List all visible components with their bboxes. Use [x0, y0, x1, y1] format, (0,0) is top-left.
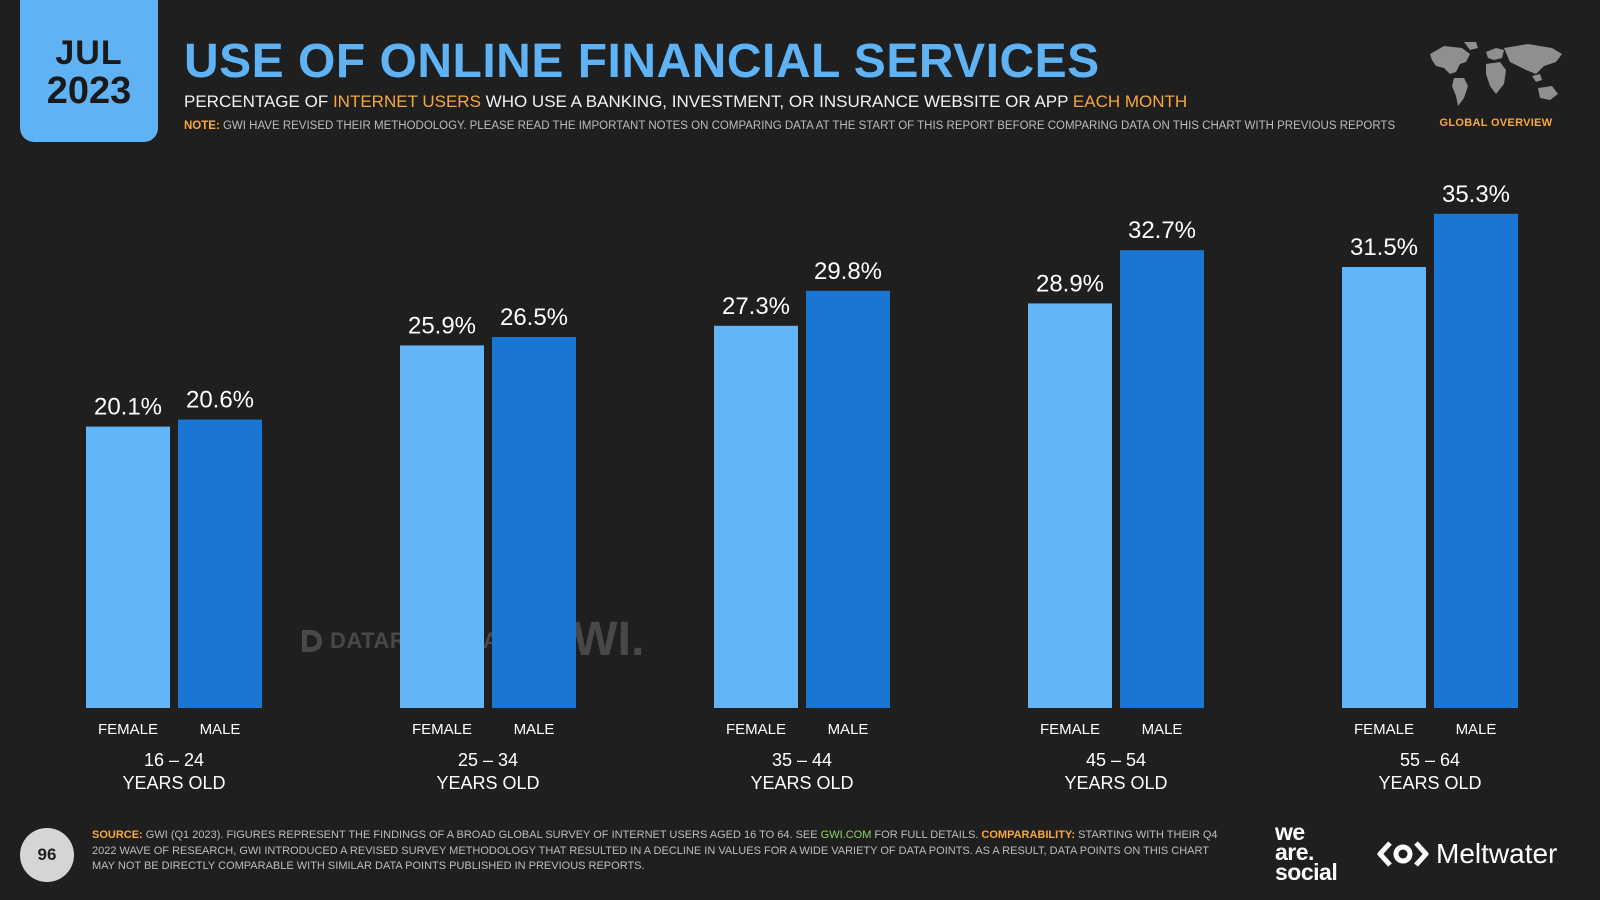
subtitle-highlight-internet-users: INTERNET USERS [332, 92, 481, 111]
source-text-1: GWI (Q1 2023). FIGURES REPRESENT THE FIN… [142, 829, 821, 841]
series-label-female-0: FEMALE [98, 721, 158, 738]
note-label: NOTE: [184, 120, 220, 132]
world-map-icon [1430, 42, 1562, 106]
source-link[interactable]: GWI.COM [820, 829, 872, 841]
category-label-range-2: 35 – 44 [772, 750, 832, 770]
data-label-male-1: 26.5% [500, 304, 568, 331]
comparability-label: COMPARABILITY: [981, 829, 1076, 841]
data-label-female-2: 27.3% [722, 293, 790, 320]
note-text: GWI HAVE REVISED THEIR METHODOLOGY. PLEA… [219, 120, 1396, 132]
we-are-social-line-3: social [1275, 859, 1338, 885]
category-label-range-1: 25 – 34 [458, 750, 518, 770]
bar-male-4 [1434, 213, 1518, 709]
category-label-range-0: 16 – 24 [144, 750, 204, 770]
bar-chart: 20.1% FEMALE 20.6% MALE 16 – 24 YEARS OLD 25.9… [86, 181, 1518, 793]
bar-female-3 [1028, 303, 1112, 708]
page-number: 96 [20, 828, 74, 882]
data-label-male-4: 35.3% [1442, 181, 1510, 208]
data-label-male-3: 32.7% [1128, 217, 1196, 244]
data-label-female-3: 28.9% [1036, 270, 1104, 297]
we-are-social-line-1: we [1275, 819, 1305, 845]
bar-male-3 [1120, 250, 1204, 708]
category-label-suffix-4: YEARS OLD [1378, 773, 1481, 793]
bar-male-1 [492, 337, 576, 708]
bar-female-2 [714, 325, 798, 708]
data-label-male-0: 20.6% [186, 387, 254, 414]
category-label-suffix-3: YEARS OLD [1064, 773, 1167, 793]
subtitle-part-2: WHO USE A BANKING, INVESTMENT, OR INSURA… [480, 92, 1073, 111]
series-label-male-4: MALE [1456, 721, 1497, 738]
we-are-social-logo: we are. social [1275, 819, 1338, 885]
region-label: GLOBAL OVERVIEW [1439, 117, 1553, 129]
bar-male-2 [806, 290, 890, 708]
category-label-range-4: 55 – 64 [1400, 750, 1460, 770]
category-label-range-3: 45 – 54 [1086, 750, 1146, 770]
bar-female-4 [1342, 267, 1426, 708]
series-label-female-2: FEMALE [726, 721, 786, 738]
subtitle-highlight-each-month: EACH MONTH [1072, 92, 1188, 111]
bar-female-1 [400, 345, 484, 708]
series-label-male-1: MALE [514, 721, 555, 738]
category-label-suffix-1: YEARS OLD [436, 773, 539, 793]
date-year: 2023 [46, 70, 132, 112]
meltwater-wordmark: Meltwater [1436, 838, 1558, 869]
series-label-male-0: MALE [200, 721, 241, 738]
meltwater-logo-icon [1377, 841, 1429, 867]
date-month: JUL [55, 34, 123, 72]
datareportal-logo-icon [302, 630, 322, 652]
comparability-text: STARTING WITH THEIR Q4 2022 WAVE OF RESE… [92, 829, 1218, 872]
bar-male-0 [178, 419, 262, 708]
bar-female-0 [86, 426, 170, 708]
source-label: SOURCE: [92, 829, 143, 841]
date-badge: JUL 2023 [20, 0, 158, 142]
data-label-female-1: 25.9% [408, 312, 476, 339]
series-label-male-2: MALE [828, 721, 869, 738]
series-label-female-4: FEMALE [1354, 721, 1414, 738]
data-label-female-0: 20.1% [94, 394, 162, 421]
series-label-female-1: FEMALE [412, 721, 472, 738]
category-label-suffix-0: YEARS OLD [122, 773, 225, 793]
series-label-male-3: MALE [1142, 721, 1183, 738]
source-text-2: FOR FULL DETAILS. [871, 829, 982, 841]
data-label-female-4: 31.5% [1350, 234, 1418, 261]
subtitle: PERCENTAGE OF INTERNET USERS WHO USE A B… [184, 92, 1187, 112]
category-label-suffix-2: YEARS OLD [750, 773, 853, 793]
subtitle-part-1: PERCENTAGE OF [184, 92, 333, 111]
we-are-social-line-2: are. [1275, 839, 1314, 865]
meltwater-logo: Meltwater [1376, 838, 1557, 870]
methodology-note: NOTE: GWI HAVE REVISED THEIR METHODOLOGY… [184, 120, 1395, 132]
source-note: SOURCE: GWI (Q1 2023). FIGURES REPRESENT… [92, 828, 1232, 875]
series-label-female-3: FEMALE [1040, 721, 1100, 738]
data-label-male-2: 29.8% [814, 258, 882, 285]
page-title: USE OF ONLINE FINANCIAL SERVICES [184, 35, 1100, 88]
